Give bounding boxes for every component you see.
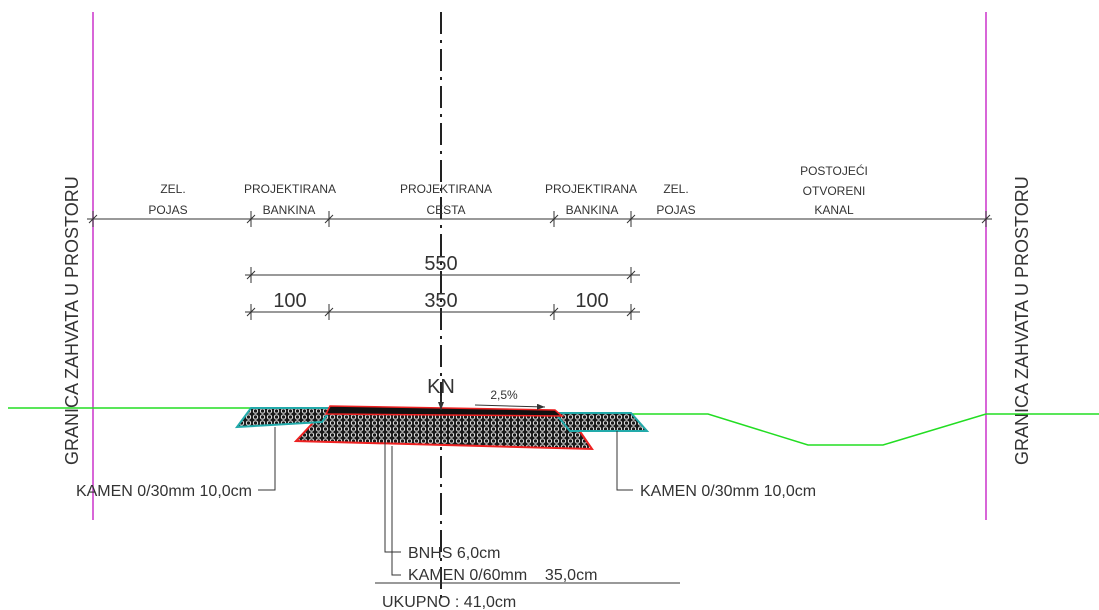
asphalt-layer [324,405,565,417]
zone-6-line1: POSTOJEĆI [800,163,868,178]
left-shoulder-leader [258,427,276,491]
dimension-line-total [245,267,640,283]
left-shoulder-layer-label: KAMEN 0/30mm 10,0cm [76,483,252,500]
base-leader [391,446,401,576]
base-layer-label: KAMEN 0/60mm 35,0cm [408,567,597,584]
slope-arrow [474,403,546,410]
left-boundary-label: GRANICA ZAHVATA U PROSTORU [62,176,82,465]
zone-4-line2: BANKINA [566,203,619,217]
zone-3-line2: CESTA [426,203,465,217]
zone-2-line2: BANKINA [263,203,316,217]
zone-3-line1: PROJEKTIRANA [400,182,492,196]
right-shoulder-leader [616,431,633,491]
total-thickness-label: UKUPNO : 41,0cm [382,594,516,610]
zone-4-line1: PROJEKTIRANA [545,182,637,196]
slope-label: 2,5% [490,388,518,402]
zone-1-line1: ZEL. [160,182,185,196]
dimension-road-label: 350 [424,290,457,312]
zone-division-line [87,211,992,227]
dimension-total-label: 550 [424,253,457,275]
zone-6-line3: KANAL [814,203,854,217]
zone-6-line2: OTVORENI [803,184,866,198]
right-shoulder-layer-label: KAMEN 0/30mm 10,0cm [640,483,816,500]
asphalt-layer-label: BNHS 6,0cm [408,545,500,562]
zone-5-line2: POJAS [656,203,695,217]
asphalt-leader [384,442,401,553]
kn-label: KN [427,376,455,398]
dimension-left-shoulder-label: 100 [273,290,306,312]
zone-1-line2: POJAS [148,203,187,217]
zone-5-line1: ZEL. [663,182,688,196]
dimension-line-parts [245,304,640,320]
left-shoulder-layer [234,407,334,429]
right-shoulder-layer [552,412,650,432]
zone-2-line1: PROJEKTIRANA [244,182,336,196]
right-boundary-label: GRANICA ZAHVATA U PROSTORU [1012,176,1032,465]
dimension-right-shoulder-label: 100 [575,290,608,312]
